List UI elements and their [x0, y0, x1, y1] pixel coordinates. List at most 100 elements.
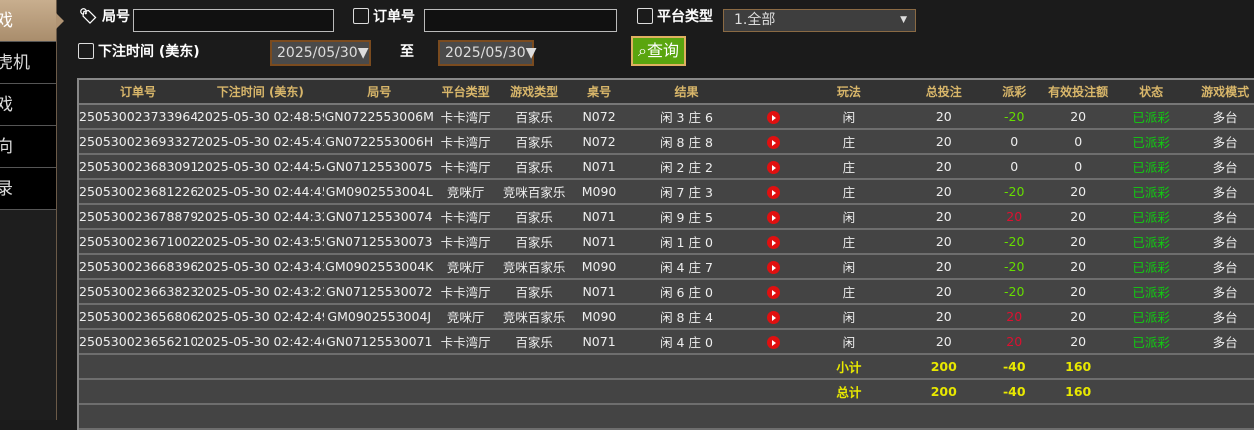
cell-total-bet: 20: [935, 159, 952, 174]
play-icon[interactable]: [767, 261, 781, 274]
cell-valid-bet: 0: [1074, 134, 1083, 149]
cell-valid-bet: 20: [1070, 334, 1087, 349]
cell-valid-bet: 20: [1070, 284, 1087, 299]
play-icon[interactable]: [767, 311, 781, 324]
cell-game-mode: 多台: [1212, 135, 1238, 150]
header-cell: 总投注: [925, 85, 962, 99]
cell-status: 已派彩: [1132, 210, 1170, 225]
subtotal-cell: 小计: [836, 360, 862, 375]
header-cell: 订单号: [119, 85, 156, 99]
cell-result: 闲 7 庄 3: [660, 185, 713, 200]
cell-platform: 卡卡湾厅: [440, 285, 491, 300]
cell-bet-time: 2025-05-30 02:44:45: [196, 184, 324, 199]
cell-platform: 竞咪厅: [446, 260, 485, 275]
cell-total-bet: 20: [935, 109, 952, 124]
platform-label: 平台类型: [637, 6, 713, 26]
play-icon[interactable]: [767, 211, 781, 224]
sidebar-item-3[interactable]: 向: [0, 126, 56, 168]
sidebar: 戏 虎机 戏 向 录: [0, 0, 64, 420]
cell-platform: 卡卡湾厅: [440, 110, 491, 125]
table-row: 250530023656210 2025-05-30 02:42:46 GN0712…: [79, 330, 1254, 355]
cell-game-mode: 多台: [1212, 110, 1238, 125]
cell-result: 闲 8 庄 4: [660, 310, 713, 325]
cell-game-mode: 多台: [1212, 285, 1238, 300]
cell-valid-bet: 20: [1070, 209, 1087, 224]
cell-round-id: GN07125530075: [325, 159, 433, 174]
play-icon[interactable]: [767, 286, 781, 299]
order-input[interactable]: [424, 9, 617, 32]
round-label-text: 局号: [102, 9, 131, 25]
cell-round-id: GN0722553006H: [325, 134, 434, 149]
cell-bet-time: 2025-05-30 02:44:54: [196, 159, 324, 174]
cell-order-id: 250530023671002: [79, 234, 197, 249]
search-icon: ⌕: [638, 41, 647, 60]
round-label: 🏷︎ 局号: [79, 6, 130, 26]
cell-status: 已派彩: [1132, 185, 1170, 200]
total-cell: 200: [930, 384, 957, 399]
platform-select[interactable]: 1.全部 ▼: [723, 9, 916, 32]
play-icon[interactable]: [767, 136, 781, 149]
sidebar-item-1[interactable]: 虎机: [0, 42, 56, 84]
date-from-picker[interactable]: 2025/05/30▼: [270, 40, 371, 66]
cell-payout: 0: [1010, 159, 1019, 174]
cell-bet-type: 庄: [842, 185, 856, 200]
play-icon[interactable]: [767, 236, 781, 249]
cell-total-bet: 20: [935, 259, 952, 274]
cell-bet-time: 2025-05-30 02:42:46: [196, 334, 324, 349]
cell-order-id: 250530023683091: [79, 159, 197, 174]
replay-cell: [746, 134, 801, 149]
cell-bet-time: 2025-05-30 02:45:41: [196, 134, 324, 149]
header-cell: 派彩: [1002, 85, 1027, 99]
cell-payout: -20: [1004, 284, 1025, 299]
cell-table-no: N072: [582, 134, 616, 149]
header-cell: 状态: [1139, 85, 1164, 99]
total-cell: -40: [1002, 384, 1026, 399]
cell-result: 闲 2 庄 2: [660, 160, 713, 175]
play-icon[interactable]: [767, 161, 781, 174]
cell-order-id: 250530023668396: [79, 259, 197, 274]
cell-result: 闲 8 庄 8: [660, 135, 713, 150]
cell-game-type: 百家乐: [515, 135, 553, 150]
cell-order-id: 250530023681226: [79, 184, 197, 199]
replay-cell: [746, 184, 801, 199]
play-icon[interactable]: [767, 186, 781, 199]
cell-order-id: 250530023656210: [79, 334, 197, 349]
round-input[interactable]: [133, 9, 334, 32]
time-label-text: 下注时间 (美东): [98, 44, 200, 60]
cell-table-no: N071: [582, 209, 616, 224]
sidebar-item-4[interactable]: 录: [0, 168, 56, 210]
cell-payout: -20: [1004, 234, 1025, 249]
time-label: 下注时间 (美东): [78, 41, 200, 61]
sidebar-item-2[interactable]: 戏: [0, 84, 56, 126]
date-to-picker[interactable]: 2025/05/30▼: [438, 40, 536, 66]
cell-game-mode: 多台: [1212, 185, 1238, 200]
cell-valid-bet: 20: [1070, 259, 1087, 274]
cell-platform: 卡卡湾厅: [440, 160, 491, 175]
cell-round-id: GM0902553004J: [327, 309, 432, 324]
total-cell: 160: [1065, 384, 1092, 399]
cell-bet-time: 2025-05-30 02:48:59: [196, 109, 324, 124]
cell-payout: 20: [1006, 209, 1023, 224]
cell-game-type: 百家乐: [515, 335, 553, 350]
cell-game-mode: 多台: [1212, 335, 1238, 350]
cell-status: 已派彩: [1132, 110, 1170, 125]
cell-bet-type: 庄: [842, 235, 856, 250]
replay-cell: [746, 334, 801, 349]
cell-payout: -20: [1004, 109, 1025, 124]
play-icon[interactable]: [767, 111, 781, 124]
total-row: 总计 200 -40 160: [79, 380, 1254, 405]
clipboard-icon: [353, 8, 369, 24]
cell-bet-type: 闲: [842, 110, 856, 125]
query-button[interactable]: ⌕查询: [631, 36, 686, 66]
cell-status: 已派彩: [1132, 335, 1170, 350]
replay-cell: [746, 259, 801, 274]
table-row: 250530023693327 2025-05-30 02:45:41 GN0722…: [79, 130, 1254, 155]
play-icon[interactable]: [767, 336, 781, 349]
table-row: 250530023733964 2025-05-30 02:48:59 GN0722…: [79, 105, 1254, 130]
sidebar-item-0[interactable]: 戏: [0, 0, 64, 42]
cell-bet-type: 闲: [842, 310, 856, 325]
cell-round-id: GN0722553006M: [324, 109, 434, 124]
cell-total-bet: 20: [935, 309, 952, 324]
query-button-label: 查询: [646, 41, 679, 60]
cell-platform: 竞咪厅: [446, 310, 485, 325]
